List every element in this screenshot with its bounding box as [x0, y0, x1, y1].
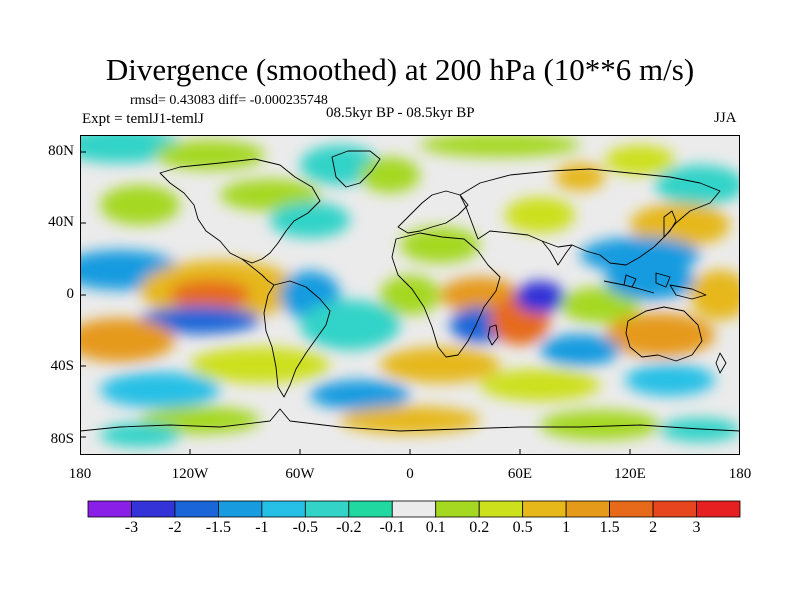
y-label-40s: 40S [50, 358, 74, 374]
divergence-map [80, 135, 740, 455]
coastlines [80, 150, 740, 432]
colorbar-label: 0.5 [512, 519, 533, 536]
colorbar-box [87, 500, 132, 518]
colorbar-label: 0.2 [469, 519, 490, 536]
stats-line: rmsd= 0.43083 diff= -0.000235748 [130, 93, 328, 108]
colorbar [87, 500, 741, 518]
colorbar-label: 2 [649, 519, 658, 536]
colorbar-label: -0.5 [292, 519, 318, 536]
y-label-0: 0 [66, 286, 75, 302]
colorbar-label: -0.2 [336, 519, 362, 536]
colorbar-label: -0.1 [379, 519, 405, 536]
colorbar-box [565, 500, 610, 518]
colorbar-label: -2 [168, 519, 182, 536]
x-label-0: 0 [406, 466, 414, 482]
x-label-180w: 180 [68, 466, 92, 482]
colorbar-label: 3 [692, 519, 701, 536]
x-label-120w: 120W [171, 466, 209, 482]
axis-ticks [80, 151, 631, 455]
x-label-60e: 60E [507, 466, 533, 482]
y-label-40n: 40N [48, 214, 74, 230]
colorbar-box [609, 500, 654, 518]
colorbar-box [478, 500, 524, 518]
colorbar-label: -1 [255, 519, 269, 536]
colorbar-box [304, 500, 350, 518]
colorbar-box [348, 500, 393, 518]
field-blobs [80, 135, 740, 447]
colorbar-box [174, 500, 219, 518]
x-label-60w: 60W [285, 466, 315, 482]
colorbar-box [652, 500, 697, 518]
colorbar-box [696, 500, 741, 518]
plot-title: Divergence (smoothed) at 200 hPa (10**6 … [105, 52, 695, 87]
season-label: JJA [714, 110, 737, 126]
period-label: 08.5kyr BP - 08.5kyr BP [326, 105, 475, 121]
y-label-80n: 80N [48, 143, 74, 159]
colorbar-label: 0.1 [425, 519, 446, 536]
colorbar-box [391, 500, 437, 518]
colorbar-label: 1 [562, 519, 571, 536]
colorbar-label: -1.5 [205, 519, 232, 536]
colorbar-box [131, 500, 176, 518]
x-label-180e: 180 [728, 466, 752, 482]
colorbar-label: -3 [124, 519, 139, 536]
colorbar-box [217, 500, 263, 518]
colorbar-label: 1.5 [599, 519, 620, 536]
colorbar-box [435, 500, 480, 518]
x-label-120e: 120E [614, 466, 646, 482]
colorbar-box [522, 500, 567, 518]
experiment-label: Expt = temlJ1-temlJ [82, 111, 204, 127]
colorbar-box [261, 500, 306, 518]
y-label-80s: 80S [50, 431, 74, 447]
